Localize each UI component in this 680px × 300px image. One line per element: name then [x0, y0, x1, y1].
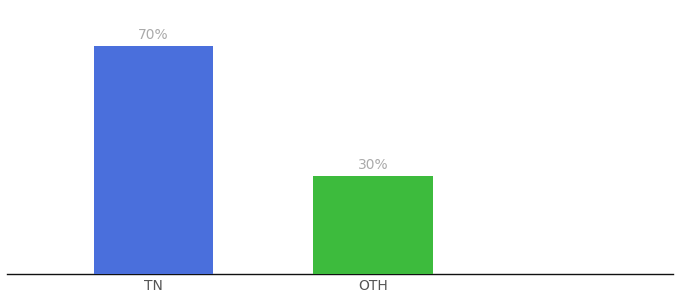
Text: 30%: 30% [358, 158, 388, 172]
Text: 70%: 70% [138, 28, 169, 42]
Bar [313, 176, 433, 274]
Bar [94, 46, 214, 274]
